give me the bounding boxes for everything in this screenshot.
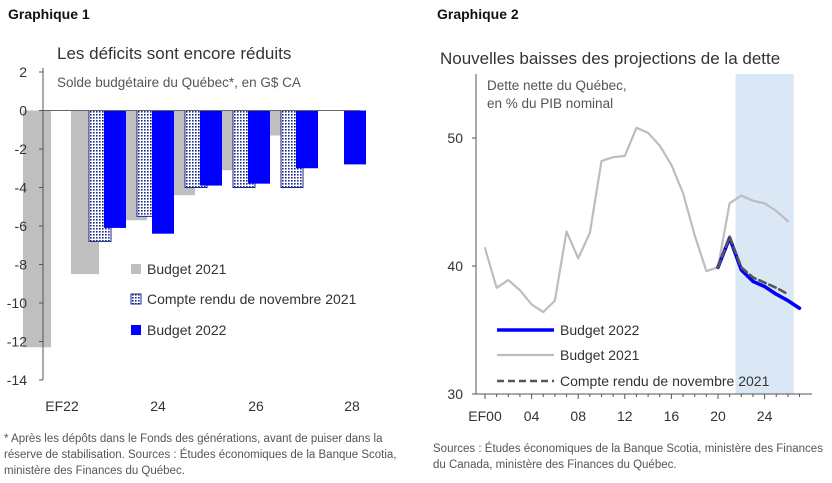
bar-budget-2022-ef25 bbox=[248, 110, 270, 184]
chart-1-footnote: * Après les dépôts dans le Fonds des gén… bbox=[4, 433, 397, 477]
y-tick-label: -12 bbox=[7, 334, 27, 350]
bar-budget-2021-ef21 bbox=[23, 110, 51, 348]
chart-1-bars bbox=[23, 110, 366, 348]
line-budget-2021 bbox=[483, 126, 790, 314]
x-tick-label: 08 bbox=[570, 408, 586, 424]
y-tick-label: -8 bbox=[15, 257, 28, 273]
legend-label-budget-2021: Budget 2021 bbox=[560, 347, 640, 363]
panel-2-label: Graphique 2 bbox=[437, 6, 519, 22]
y-tick-label: -6 bbox=[15, 218, 28, 234]
y-tick-label: 40 bbox=[447, 258, 463, 274]
chart-1-subtitle: Solde budgétaire du Québec*, en G$ CA bbox=[57, 75, 301, 90]
chart-1-legend: Budget 2021 Compte rendu de novembre 2021… bbox=[130, 261, 357, 338]
y-tick-label: 2 bbox=[19, 64, 27, 80]
panel-1-label: Graphique 1 bbox=[8, 6, 90, 22]
x-tick-label: EF22 bbox=[45, 398, 79, 414]
chart-2-legend: Budget 2022 Budget 2021 Compte rendu de no… bbox=[497, 322, 770, 389]
legend-label-compte-rendu-de-novembre-2021: Compte rendu de novembre 2021 bbox=[147, 291, 357, 307]
x-tick-label: 26 bbox=[248, 398, 264, 414]
x-tick-label: 12 bbox=[617, 408, 633, 424]
legend-label-compte-rendu-de-novembre-2021: Compte rendu de novembre 2021 bbox=[560, 373, 770, 389]
chart-1-svg: 2 0 -2 -4 -6 -8 -10 -12 -14 EF22 24 26 28 Budget 202… bbox=[7, 64, 366, 414]
x-tick-label: 28 bbox=[344, 398, 360, 414]
chart-2-shade bbox=[735, 74, 794, 394]
bar-budget-2022-ef22 bbox=[104, 110, 126, 228]
legend-label-budget-2021: Budget 2021 bbox=[147, 261, 227, 277]
bar-budget-2022-ef23 bbox=[152, 110, 174, 234]
y-tick-label: -10 bbox=[7, 295, 27, 311]
bar-budget-2022-ef27 bbox=[344, 110, 366, 165]
chart-2-title: Nouvelles baisses des projections de la … bbox=[440, 49, 781, 68]
x-tick-label: 20 bbox=[710, 408, 726, 424]
x-tick-label: EF00 bbox=[468, 408, 502, 424]
bar-budget-2022-ef26 bbox=[296, 110, 318, 169]
legend-swatch-budget-2022 bbox=[131, 325, 141, 335]
x-tick-label: 16 bbox=[664, 408, 680, 424]
x-tick-label: 24 bbox=[757, 408, 773, 424]
y-tick-label: -2 bbox=[15, 141, 28, 157]
legend-label-budget-2022: Budget 2022 bbox=[147, 322, 227, 338]
y-tick-label: 0 bbox=[19, 103, 27, 119]
line-compte-rendu-de-novembre-2021 bbox=[716, 235, 790, 296]
y-tick-label: -14 bbox=[7, 372, 27, 388]
y-tick-label: 50 bbox=[447, 130, 463, 146]
x-tick-label: 24 bbox=[150, 398, 166, 414]
y-tick-label: -4 bbox=[15, 180, 28, 196]
x-tick-label: 04 bbox=[524, 408, 540, 424]
bar-budget-2022-ef24 bbox=[200, 110, 222, 186]
chart-1-title: Les déficits sont encore réduits bbox=[57, 44, 292, 63]
chart-2-footnote: Sources : Études économiques de la Banqu… bbox=[433, 443, 823, 471]
chart-2-subtitle-line-2: en % du PIB nominal bbox=[487, 96, 614, 111]
chart-2-axes: 50 40 30 EF00 04 08 12 16 20 24 bbox=[447, 74, 812, 424]
legend-label-budget-2022: Budget 2022 bbox=[560, 322, 640, 338]
chart-2-subtitle-line-1: Dette nette du Québec, bbox=[487, 78, 627, 93]
legend-swatch-budget-2021 bbox=[131, 264, 141, 274]
y-tick-label: 30 bbox=[447, 386, 463, 402]
chart-2-lines bbox=[483, 126, 802, 314]
projection-shaded-area bbox=[735, 74, 794, 394]
legend-swatch-compte-rendu-de-novembre-2021 bbox=[130, 293, 142, 305]
chart-1-axes: 2 0 -2 -4 -6 -8 -10 -12 -14 EF22 24 26 28 bbox=[7, 64, 360, 414]
